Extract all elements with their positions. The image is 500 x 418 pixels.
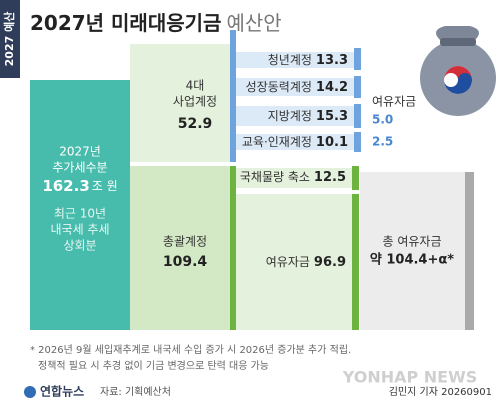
flow-item — [236, 168, 352, 188]
node-bar — [465, 172, 474, 330]
amount: 162.3 조 원 — [42, 177, 117, 195]
credit: 김민지 기자 20260901 — [389, 386, 492, 398]
source: 자료: 기획예산처 — [100, 386, 171, 398]
label: 여유자금 — [372, 95, 416, 109]
item: 성장동력계정 14.2 — [246, 80, 348, 95]
item-label: 청년계정 — [268, 53, 312, 67]
flow-item — [236, 134, 354, 150]
node-bar — [230, 30, 236, 162]
title-main: 2027년 미래대응기금 — [30, 11, 221, 35]
flow-item — [236, 78, 354, 96]
item-amount: 10.1 — [316, 135, 348, 150]
amount: 약 104.4+α* — [370, 252, 454, 268]
label: 사업계정 — [173, 95, 217, 109]
item: 국채물량 축소 12.5 — [240, 170, 346, 185]
label: 4대 — [186, 79, 205, 93]
items: 청년계정 13.3 성장동력계정 14.2 지방계정 15.3 교육·인재계정 10.1 국채물… — [240, 53, 348, 270]
total-text: 총 여유자금 약 104.4+α* — [370, 235, 454, 268]
label: 총괄계정 — [163, 235, 207, 249]
item-label: 교육·인재계정 — [242, 135, 312, 149]
note: 상회분 — [63, 239, 96, 253]
general-text: 총괄계정 109.4 — [163, 235, 208, 271]
footnote-line: 정책적 필요 시 추경 없이 기금 변경으로 탄력 대응 가능 — [38, 359, 269, 372]
flow-total — [360, 172, 465, 330]
item-amount: 13.3 — [316, 53, 348, 68]
footnote: * 2026년 9월 세입재추계로 내국세 수입 증가 시 2026년 증가분 … — [30, 343, 351, 372]
label: 추가세수분 — [52, 161, 107, 175]
item-amount: 15.3 — [316, 109, 348, 124]
item: 여유자금 96.9 — [266, 255, 346, 270]
item-label: 지방계정 — [268, 109, 312, 123]
item-amount: 14.2 — [316, 80, 348, 95]
item: 청년계정 13.3 — [268, 53, 348, 68]
amount: 2.5 — [372, 135, 393, 149]
node-bar — [354, 104, 361, 128]
label: 2027년 — [59, 145, 101, 159]
unit: 조 원 — [92, 179, 118, 193]
item: 지방계정 15.3 — [268, 109, 348, 124]
item-amount: 96.9 — [314, 255, 346, 270]
note: 내국세 추세 — [50, 223, 109, 237]
node-bar — [230, 166, 236, 330]
item-amount: 12.5 — [314, 170, 346, 185]
footnote-line: * 2026년 9월 세입재추계로 내국세 수입 증가 시 2026년 증가분 … — [30, 343, 351, 356]
flow-item — [236, 194, 352, 330]
watermark: YONHAP NEWS — [342, 368, 478, 387]
side-tag — [0, 0, 20, 78]
amount: 52.9 — [178, 116, 213, 132]
item: 교육·인재계정 10.1 — [242, 135, 348, 150]
flow-business — [130, 44, 230, 162]
source-block — [30, 80, 130, 330]
reserve: 여유자금 5.0 2.5 — [372, 95, 416, 149]
business-text: 4대 사업계정 52.9 — [173, 79, 217, 133]
node-bar — [354, 132, 361, 152]
node-bar — [352, 166, 359, 190]
item-label: 성장동력계정 — [246, 80, 312, 94]
flow-item — [236, 52, 354, 68]
amount: 5.0 — [372, 113, 393, 127]
amount: 109.4 — [163, 254, 208, 270]
note: 최근 10년 — [54, 207, 106, 221]
brand-logo — [24, 386, 36, 398]
money-bag-icon — [420, 26, 496, 116]
item-label: 여유자금 — [266, 255, 310, 269]
label: 총 여유자금 — [382, 235, 441, 249]
node-bar — [354, 48, 361, 70]
flow-general — [130, 166, 230, 330]
title: 2027년 미래대응기금 예산안 — [30, 11, 282, 35]
amount-value: 162.3 — [42, 177, 89, 195]
side-tag-text: 2027 예산 — [2, 12, 16, 67]
node-bar — [352, 194, 359, 330]
source-text: 2027년 추가세수분 162.3 조 원 최근 10년 내국세 추세 상회분 — [42, 145, 117, 253]
brand: 연합뉴스 — [40, 384, 84, 399]
flow-item — [236, 106, 354, 126]
node-bar — [354, 76, 361, 98]
item-label: 국채물량 축소 — [240, 170, 310, 184]
